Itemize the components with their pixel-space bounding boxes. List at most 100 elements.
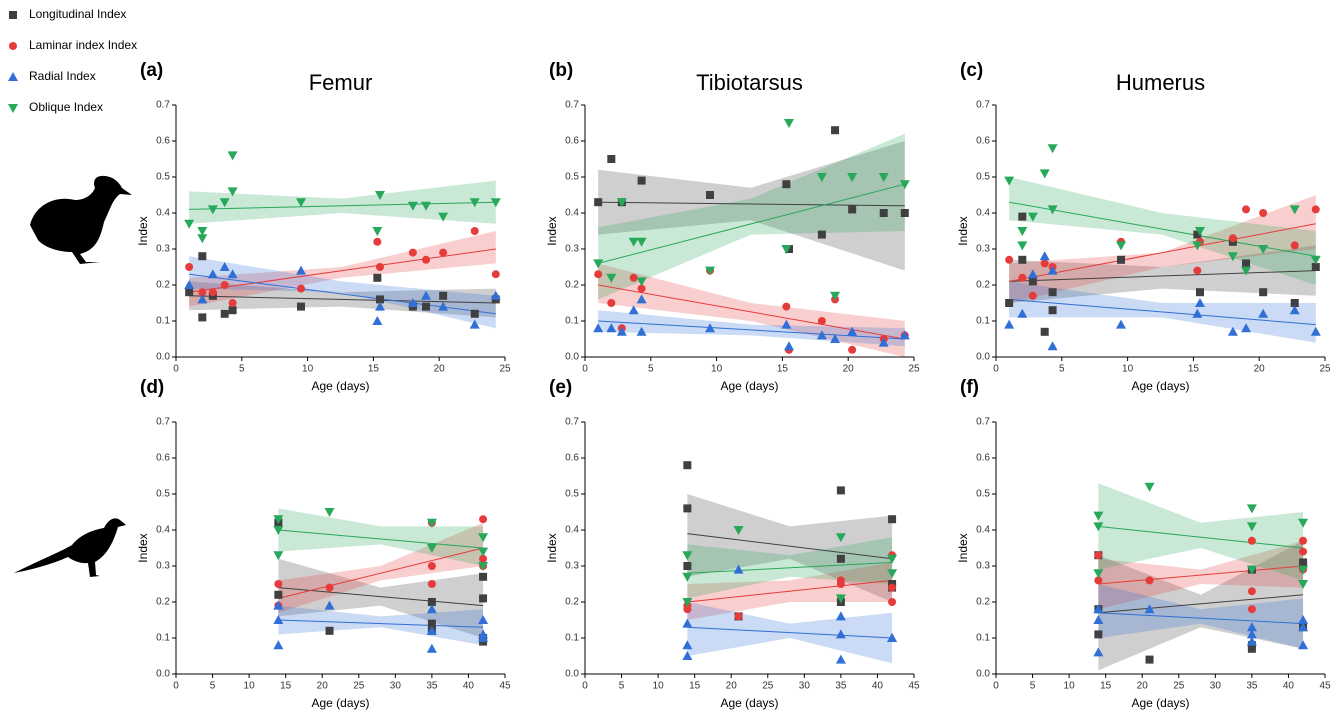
data-point	[1004, 319, 1015, 329]
fit-line	[687, 533, 893, 560]
data-point	[878, 173, 889, 182]
y-tick-label: 0.1	[156, 316, 170, 327]
data-point	[782, 180, 791, 189]
x-tick-label: 5	[210, 681, 216, 692]
fit-line	[278, 619, 484, 628]
x-tick-label: 0	[582, 364, 588, 375]
data-point	[636, 294, 647, 304]
data-point	[817, 230, 826, 239]
data-point	[781, 319, 792, 329]
x-tick-label: 35	[835, 681, 847, 692]
y-tick-label: 0.2	[976, 597, 990, 608]
data-point	[439, 248, 448, 257]
x-tick-label: 40	[1283, 681, 1295, 692]
data-point	[426, 643, 437, 653]
x-tick-label: 0	[993, 681, 999, 692]
data-point	[887, 633, 898, 642]
data-point	[1241, 266, 1252, 276]
data-point	[782, 302, 791, 311]
y-tick-label: 0.1	[565, 633, 579, 644]
x-tick-label: 15	[777, 364, 789, 375]
data-point	[887, 569, 898, 579]
data-point	[899, 180, 910, 190]
data-point	[606, 323, 617, 333]
data-point	[438, 301, 449, 311]
y-tick-label: 0.1	[976, 316, 990, 327]
data-point	[1242, 205, 1251, 214]
data-point	[1004, 176, 1015, 186]
data-point	[816, 173, 827, 182]
data-point	[637, 176, 646, 185]
legend-marker	[8, 72, 18, 81]
y-tick-label: 0.7	[156, 417, 170, 428]
data-point	[1290, 241, 1299, 250]
panel-label: (e)	[549, 377, 572, 398]
data-point	[683, 562, 692, 570]
data-point	[836, 554, 845, 563]
fit-line	[687, 561, 893, 574]
data-point	[227, 151, 238, 161]
x-tick-label: 30	[390, 681, 402, 692]
data-point	[1298, 640, 1309, 650]
y-tick-label: 0.3	[565, 244, 579, 255]
data-point	[848, 345, 857, 354]
data-point	[1093, 615, 1104, 624]
data-point	[479, 572, 488, 581]
data-point	[1094, 551, 1103, 560]
data-point	[1094, 576, 1103, 585]
data-point	[607, 155, 616, 163]
data-point	[426, 625, 437, 635]
data-point	[297, 302, 306, 311]
data-point	[185, 288, 194, 297]
data-point	[781, 245, 792, 254]
data-point	[296, 265, 307, 275]
data-point	[607, 299, 616, 307]
data-point	[469, 319, 480, 329]
panel-title: Tibiotarsus	[696, 70, 803, 95]
y-tick-label: 0.3	[156, 244, 170, 255]
x-axis-label: Age (days)	[311, 696, 369, 710]
y-tick-label: 0.7	[156, 100, 170, 111]
fit-line	[687, 579, 893, 603]
data-point	[1227, 326, 1238, 336]
data-point	[1258, 245, 1269, 254]
data-point	[421, 290, 432, 300]
confidence-band	[1009, 245, 1316, 303]
data-point	[219, 198, 230, 208]
x-axis-label: Age (days)	[1131, 696, 1189, 710]
data-point	[628, 237, 639, 247]
data-point	[1247, 587, 1256, 596]
fit-line	[1009, 298, 1316, 326]
data-point	[816, 330, 827, 340]
data-point	[629, 273, 638, 282]
data-point	[273, 640, 284, 650]
panel-label: (c)	[960, 60, 983, 81]
y-tick-label: 0.2	[565, 597, 579, 608]
data-point	[373, 237, 382, 246]
data-point	[407, 298, 418, 307]
y-tick-label: 0.6	[156, 136, 170, 147]
data-point	[836, 580, 845, 588]
data-point	[1145, 655, 1154, 664]
data-point	[373, 273, 382, 282]
data-point	[593, 323, 604, 333]
data-point	[324, 600, 335, 610]
data-point	[1093, 511, 1104, 521]
y-tick-label: 0.0	[976, 669, 990, 680]
data-point	[830, 291, 841, 301]
x-tick-label: 45	[1319, 681, 1331, 692]
legend-marker	[9, 42, 17, 50]
x-tick-label: 45	[908, 681, 920, 692]
data-point	[478, 533, 489, 543]
data-point	[733, 564, 744, 574]
y-axis-label: Index	[956, 216, 970, 245]
data-point	[198, 313, 207, 322]
data-point	[374, 191, 385, 200]
y-tick-label: 0.4	[156, 525, 170, 536]
y-tick-label: 0.4	[156, 208, 170, 219]
data-point	[1311, 263, 1320, 271]
y-tick-label: 0.7	[565, 100, 579, 111]
x-axis-label: Age (days)	[311, 379, 369, 393]
confidence-band	[278, 508, 484, 566]
data-point	[899, 330, 910, 340]
